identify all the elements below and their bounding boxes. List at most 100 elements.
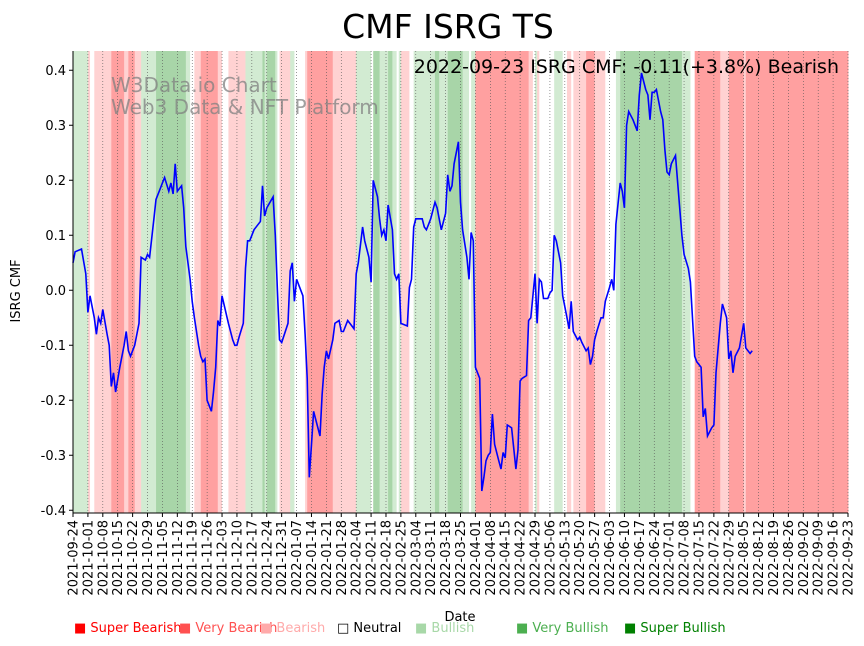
- sentiment-band: [98, 51, 102, 513]
- sentiment-band: [177, 51, 182, 513]
- x-tick-label: 2021-11-12: [171, 520, 186, 596]
- sentiment-band: [183, 51, 187, 513]
- x-tick-label: 2022-02-18: [380, 520, 395, 596]
- sentiment-band: [645, 51, 649, 513]
- sentiment-band: [479, 51, 483, 513]
- sentiment-band: [654, 51, 657, 513]
- sentiment-band: [413, 51, 417, 513]
- x-tick-label: 2021-11-26: [201, 520, 216, 596]
- sentiment-band: [170, 51, 174, 513]
- x-tick-label: 2022-03-25: [454, 520, 469, 596]
- sentiment-band: [694, 51, 698, 513]
- sentiment-band: [392, 51, 395, 513]
- sentiment-band: [258, 51, 261, 513]
- sentiment-band: [522, 51, 527, 513]
- sentiment-band: [458, 51, 461, 513]
- x-tick-label: 2022-03-04: [409, 520, 424, 596]
- sentiment-band: [579, 51, 583, 513]
- x-tick-label: 2022-08-19: [767, 520, 782, 596]
- x-tick-label: 2022-06-17: [633, 520, 648, 596]
- sentiment-band: [735, 51, 740, 513]
- sentiment-band: [222, 51, 229, 513]
- x-tick-label: 2021-12-17: [245, 520, 260, 596]
- sentiment-band: [383, 51, 387, 513]
- x-tick-label: 2022-07-08: [678, 520, 693, 596]
- status-annotation: 2022-09-23 ISRG CMF: -0.11(+3.8%) Bearis…: [414, 56, 839, 78]
- sentiment-band: [73, 51, 76, 513]
- x-axis-label: Date: [444, 610, 475, 625]
- sentiment-band: [377, 51, 380, 513]
- sentiment-band: [328, 51, 334, 513]
- x-tick-label: 2022-08-12: [752, 520, 767, 596]
- sentiment-band: [313, 51, 321, 513]
- sentiment-band: [722, 51, 728, 513]
- x-tick-label: 2021-12-03: [216, 520, 231, 596]
- sentiment-band: [515, 51, 519, 513]
- sentiment-band: [569, 51, 572, 513]
- y-tick-label: -0.1: [41, 339, 66, 354]
- sentiment-band: [396, 51, 400, 513]
- x-tick-label: 2022-09-02: [797, 520, 812, 596]
- sentiment-band: [647, 51, 651, 513]
- sentiment-band: [649, 51, 653, 513]
- x-tick-label: 2022-07-22: [707, 520, 722, 596]
- sentiment-band: [720, 51, 723, 513]
- sentiment-band: [462, 51, 468, 513]
- cmf-series-line: [72, 72, 753, 492]
- sentiment-band: [253, 51, 259, 513]
- x-tick-label: 2022-08-26: [782, 520, 797, 596]
- sentiment-band: [603, 51, 606, 513]
- y-tick-label: -0.4: [41, 504, 66, 519]
- sentiment-band: [264, 51, 268, 513]
- x-tick-label: 2022-08-05: [737, 520, 752, 596]
- sentiment-band: [145, 51, 148, 513]
- sentiment-band: [547, 51, 551, 513]
- sentiment-band: [305, 51, 308, 513]
- sentiment-band: [454, 51, 459, 513]
- x-tick-label: 2022-09-09: [812, 520, 827, 596]
- sentiment-band: [232, 51, 236, 513]
- sentiment-band: [87, 51, 91, 513]
- sentiment-band: [656, 51, 662, 513]
- sentiment-band: [415, 51, 423, 513]
- sentiment-band: [571, 51, 574, 513]
- y-tick-label: 0.0: [45, 284, 66, 299]
- sentiment-band: [445, 51, 449, 513]
- sentiment-band: [605, 51, 610, 513]
- sentiment-band: [266, 51, 274, 513]
- sentiment-band: [75, 51, 82, 513]
- sentiment-band: [711, 51, 715, 513]
- sentiment-band: [447, 51, 451, 513]
- sentiment-band: [213, 51, 217, 513]
- sentiment-band: [637, 51, 640, 513]
- sentiment-band: [334, 51, 340, 513]
- sentiment-band: [430, 51, 436, 513]
- x-tick-label: 2021-12-24: [260, 520, 275, 596]
- y-tick-labels: -0.4 -0.3 -0.2 -0.1 0.0 0.1 0.2 0.3 0.4: [41, 64, 66, 519]
- sentiment-band: [592, 51, 596, 513]
- sentiment-band: [373, 51, 378, 513]
- sentiment-band: [483, 51, 487, 513]
- axes: [69, 51, 849, 517]
- sentiment-band: [277, 51, 280, 513]
- chart-title: CMF ISRG TS: [342, 7, 554, 46]
- sentiment-band: [505, 51, 508, 513]
- x-tick-label: 2022-05-20: [573, 520, 588, 596]
- sentiment-band: [541, 51, 544, 513]
- sentiment-band: [164, 51, 170, 513]
- sentiment-band: [388, 51, 393, 513]
- sentiment-band: [745, 51, 751, 513]
- sentiment-band: [302, 51, 306, 513]
- sentiment-band: [488, 51, 491, 513]
- sentiment-band: [141, 51, 146, 513]
- sentiment-band: [494, 51, 500, 513]
- sentiment-band: [107, 51, 110, 513]
- x-tick-label: 2021-10-15: [111, 520, 126, 596]
- sentiment-band: [549, 51, 553, 513]
- sentiment-band: [215, 51, 219, 513]
- sentiment-band: [652, 51, 655, 513]
- sentiment-band: [168, 51, 172, 513]
- sentiment-band: [498, 51, 502, 513]
- legend-bullish: ■ Bullish: [415, 621, 475, 636]
- x-tick-label: 2022-05-06: [543, 520, 558, 596]
